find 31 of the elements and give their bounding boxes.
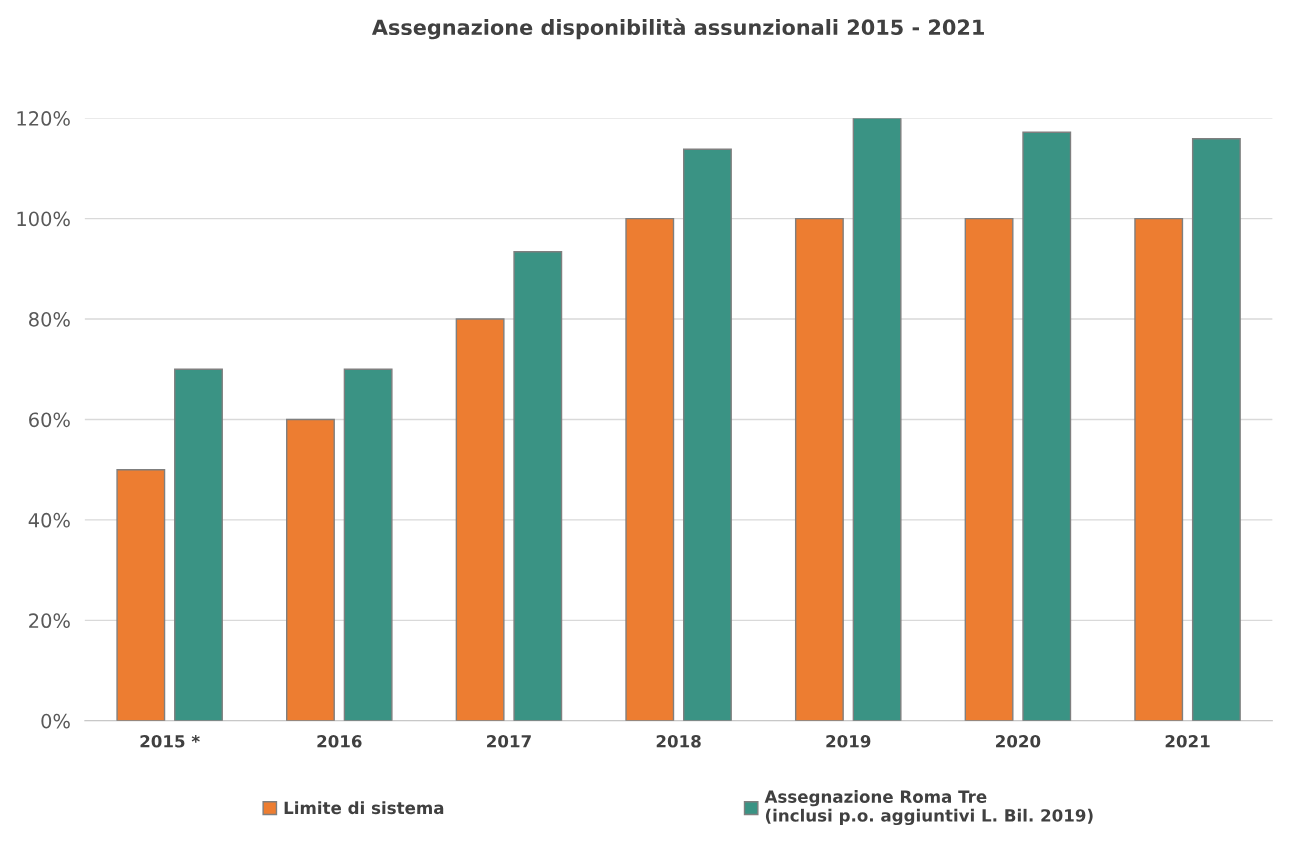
- bar: [964, 217, 1014, 721]
- y-tick-label: 120%: [17, 111, 70, 126]
- bar: [682, 148, 732, 721]
- y-tick-label: 80%: [29, 311, 70, 327]
- chart-title: Assegnazione disponibilità assunzionali 2015 - 2021: [371, 18, 984, 40]
- bar: [343, 368, 393, 721]
- bar: [174, 368, 223, 721]
- bar: [286, 418, 335, 721]
- y-tick-label: 40%: [28, 512, 70, 528]
- bar: [1191, 138, 1241, 721]
- bar: [455, 318, 505, 721]
- x-tick-label: 2016: [317, 734, 362, 748]
- x-tick-label: 2019: [826, 734, 871, 748]
- x-tick-label: 2020: [996, 734, 1041, 748]
- legend-label: Limite di sistema: [284, 801, 444, 815]
- bar: [852, 118, 902, 721]
- bar: [625, 217, 675, 721]
- y-tick-label: 0%: [41, 713, 70, 729]
- bar: [1134, 217, 1184, 721]
- bar: [116, 469, 166, 721]
- y-tick-label: 100%: [17, 211, 70, 227]
- x-tick-label: 2018: [656, 734, 701, 748]
- bar: [513, 251, 563, 721]
- x-tick-label: 2021: [1165, 734, 1210, 748]
- bar: [1022, 131, 1072, 721]
- legend-label: Assegnazione Roma Tre (inclusi p.o. aggiuntivi L. Bil. 2019): [764, 790, 1093, 826]
- y-tick-label: 20%: [29, 613, 70, 629]
- bar: [794, 217, 844, 721]
- x-tick-label: 2015 *: [140, 734, 200, 748]
- y-tick-label: 60%: [29, 412, 70, 428]
- x-tick-label: 2017: [487, 734, 531, 748]
